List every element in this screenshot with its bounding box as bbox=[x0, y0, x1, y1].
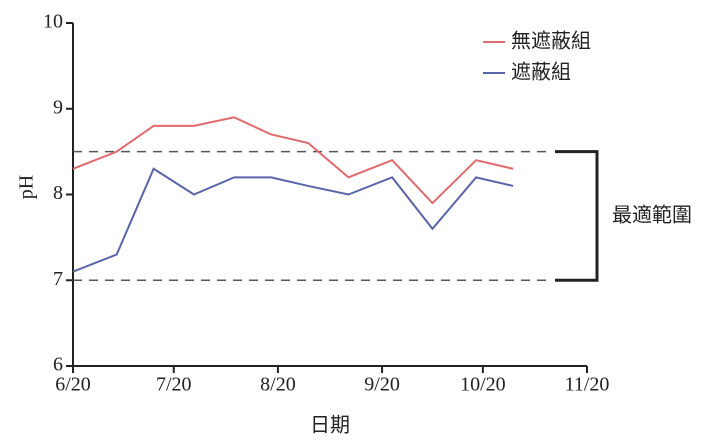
range-bracket bbox=[555, 150, 599, 282]
x-tick-label: 8/20 bbox=[260, 374, 296, 396]
x-tick-label: 11/20 bbox=[565, 374, 610, 396]
x-tick-label: 6/20 bbox=[55, 374, 91, 396]
y-tick-label: 8 bbox=[53, 182, 63, 204]
x-axis-label: 日期 bbox=[310, 413, 350, 437]
y-tick-label: 6 bbox=[53, 354, 63, 376]
y-tick-label: 9 bbox=[53, 96, 63, 118]
series-line bbox=[72, 116, 514, 205]
x-tick-label: 9/20 bbox=[364, 374, 400, 396]
range-label: 最適範圍 bbox=[612, 202, 692, 226]
x-tick-label: 10/20 bbox=[460, 374, 506, 396]
y-axis-label: pH bbox=[16, 175, 38, 199]
series-line bbox=[72, 167, 514, 273]
y-tick-label: 7 bbox=[53, 268, 63, 290]
legend-label: 無遮蔽組 bbox=[511, 29, 591, 53]
x-tick-label: 7/20 bbox=[156, 374, 192, 396]
legend-label: 遮蔽組 bbox=[511, 60, 571, 84]
y-tick-label: 10 bbox=[43, 11, 63, 33]
